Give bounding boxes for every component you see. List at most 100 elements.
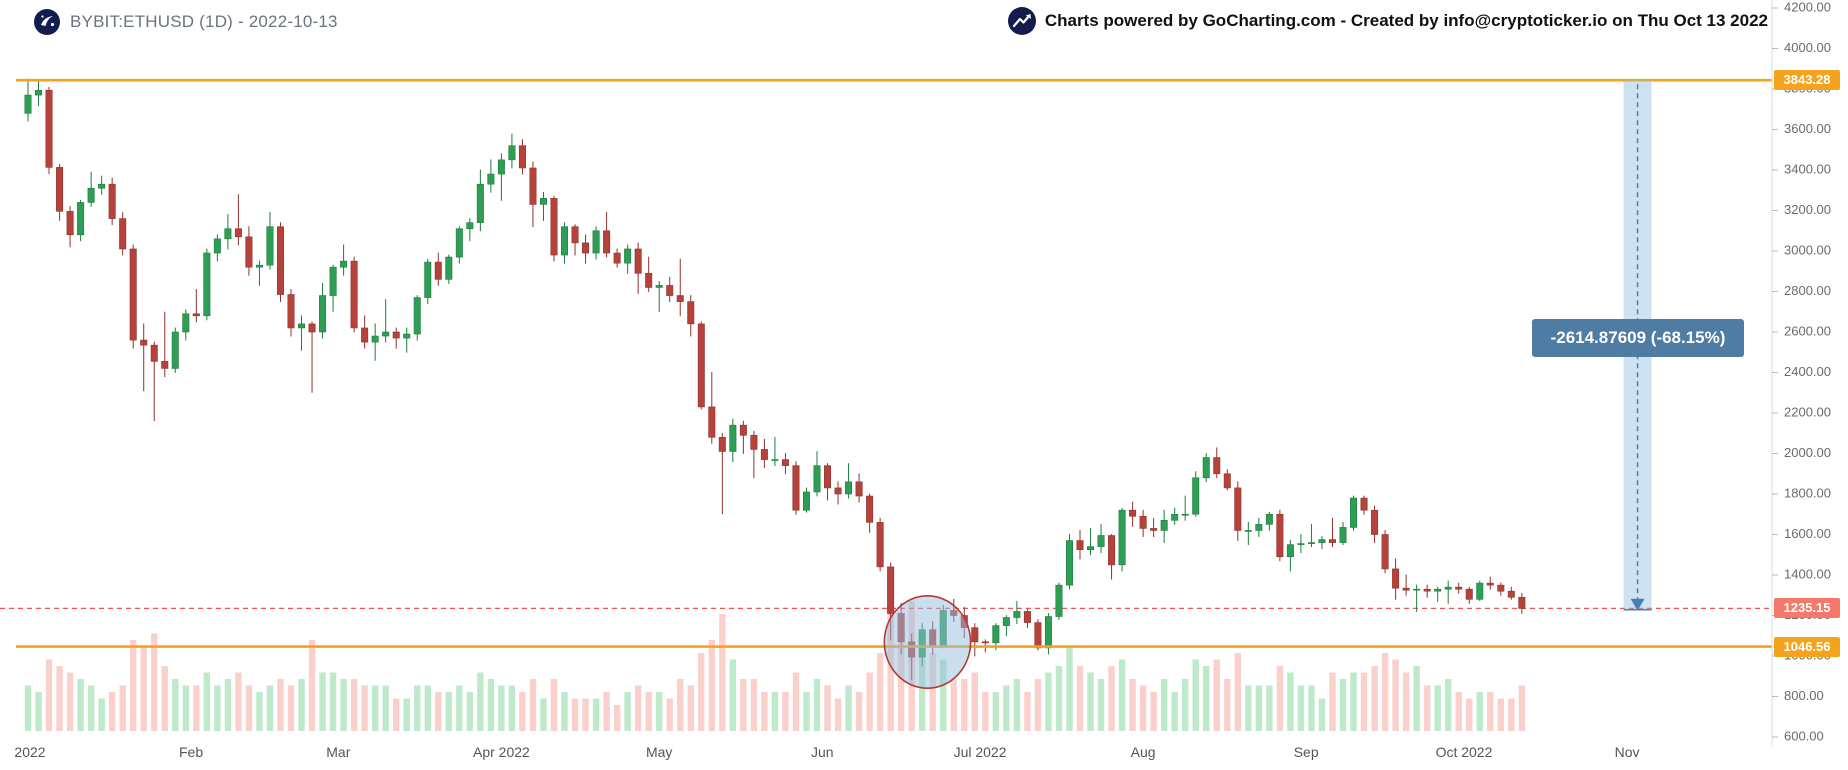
- candle-down: [582, 242, 590, 254]
- price-tag-last-price[interactable]: 1235.15: [1774, 598, 1840, 618]
- volume-bar: [834, 698, 842, 731]
- volume-bar: [1192, 659, 1199, 731]
- candle-down: [834, 487, 842, 495]
- candle-down: [140, 339, 148, 346]
- volume-bar: [1108, 666, 1115, 731]
- time-axis-label: May: [646, 744, 672, 760]
- candle-up: [802, 491, 810, 511]
- time-axis-label: Aug: [1131, 744, 1156, 760]
- candle-down: [1076, 540, 1084, 550]
- credit-header: Charts powered by GoCharting.com - Creat…: [1007, 7, 1768, 35]
- volume-bar: [203, 672, 211, 731]
- volume-bar: [1097, 679, 1105, 731]
- volume-bar: [1266, 685, 1273, 731]
- volume-bar: [719, 614, 726, 731]
- candle-down: [1108, 535, 1116, 566]
- measurement-label[interactable]: -2614.87609 (-68.15%): [1532, 319, 1744, 357]
- circle-annotation[interactable]: [883, 595, 972, 689]
- volume-bar: [329, 672, 337, 731]
- volume-bar: [1003, 685, 1010, 731]
- volume-bar: [1434, 685, 1441, 731]
- candle-up: [476, 183, 484, 223]
- price-axis-label: 3000.00: [1784, 242, 1831, 257]
- candle-down: [603, 230, 611, 254]
- candle-up: [1171, 513, 1179, 521]
- volume-bar: [792, 672, 800, 731]
- volume-bar: [193, 685, 200, 731]
- volume-bar: [1402, 672, 1410, 731]
- candle-down: [161, 361, 169, 369]
- candle-down: [971, 627, 979, 643]
- candle-down: [666, 285, 674, 296]
- gocharting-logo-icon[interactable]: [34, 9, 60, 35]
- candle-down: [1129, 509, 1137, 517]
- candle-down: [287, 294, 295, 329]
- candle-down: [529, 167, 537, 205]
- volume-bar: [687, 685, 694, 731]
- volume-bar: [929, 653, 936, 731]
- candle-up: [1192, 477, 1200, 515]
- candle-down: [1518, 596, 1526, 609]
- volume-bar: [161, 666, 168, 731]
- volume-bar: [1318, 698, 1326, 731]
- candle-down: [119, 218, 127, 250]
- time-axis-label: Feb: [179, 744, 203, 760]
- volume-bar: [340, 679, 347, 731]
- candle-up: [35, 89, 43, 96]
- volume-bar: [1350, 672, 1357, 731]
- candle-up: [1013, 611, 1021, 618]
- candle-up: [1002, 617, 1010, 626]
- price-axis-label: 2000.00: [1784, 445, 1831, 460]
- volume-bar: [887, 607, 894, 731]
- volume-bar: [866, 672, 873, 731]
- volume-bar: [803, 692, 810, 731]
- volume-bar: [529, 679, 537, 731]
- candle-down: [361, 327, 369, 343]
- volume-bar: [729, 659, 737, 731]
- candle-down: [66, 211, 74, 236]
- volume-bar: [656, 692, 663, 731]
- candle-up: [371, 335, 379, 343]
- price-tag-support[interactable]: 1046.56: [1774, 637, 1840, 657]
- candle-down: [392, 331, 400, 339]
- volume-bar: [613, 705, 621, 731]
- candle-down: [1455, 586, 1463, 590]
- candle-down: [866, 495, 874, 523]
- time-axis-label: Sep: [1294, 744, 1319, 760]
- time-axis-label: Mar: [326, 744, 350, 760]
- price-tag-resistance[interactable]: 3843.28: [1774, 70, 1840, 90]
- volume-bar: [1423, 685, 1431, 731]
- volume-bar: [845, 685, 852, 731]
- candle-down: [1360, 497, 1368, 511]
- volume-bar: [698, 653, 705, 731]
- time-axis-label: Nov: [1615, 744, 1640, 760]
- volume-bar: [582, 698, 589, 731]
- volume-bar: [1182, 679, 1189, 731]
- volume-bar: [1339, 679, 1347, 731]
- candle-up: [87, 187, 95, 203]
- volume-bar: [1308, 685, 1315, 731]
- volume-bar: [1476, 692, 1483, 731]
- symbol-label: BYBIT:ETHUSD (1D) - 2022-10-13: [70, 12, 338, 31]
- candle-down: [1371, 509, 1379, 535]
- volume-bar: [1445, 679, 1452, 731]
- volume-bar: [182, 685, 189, 731]
- volume-layer: [24, 601, 1526, 731]
- volume-bar: [550, 679, 558, 731]
- candle-up: [1202, 457, 1210, 479]
- volume-bar: [477, 672, 484, 731]
- candle-down: [981, 641, 989, 644]
- time-axis[interactable]: 2022 Feb Mar Apr 2022 May Jun Jul 2022 Aug Sep Oc…: [14, 744, 1639, 760]
- candle-up: [382, 331, 390, 337]
- candle-down: [781, 459, 789, 466]
- volume-bar: [634, 685, 642, 731]
- price-axis[interactable]: 4200.004000.003800.003600.003400.003200.…: [1771, 0, 1831, 745]
- volume-bar: [1455, 692, 1462, 731]
- candle-up: [1044, 616, 1052, 649]
- candle-up: [992, 625, 1000, 644]
- volume-bar: [1013, 679, 1021, 731]
- price-axis-label: 4200.00: [1784, 0, 1831, 14]
- candle-up: [771, 459, 779, 461]
